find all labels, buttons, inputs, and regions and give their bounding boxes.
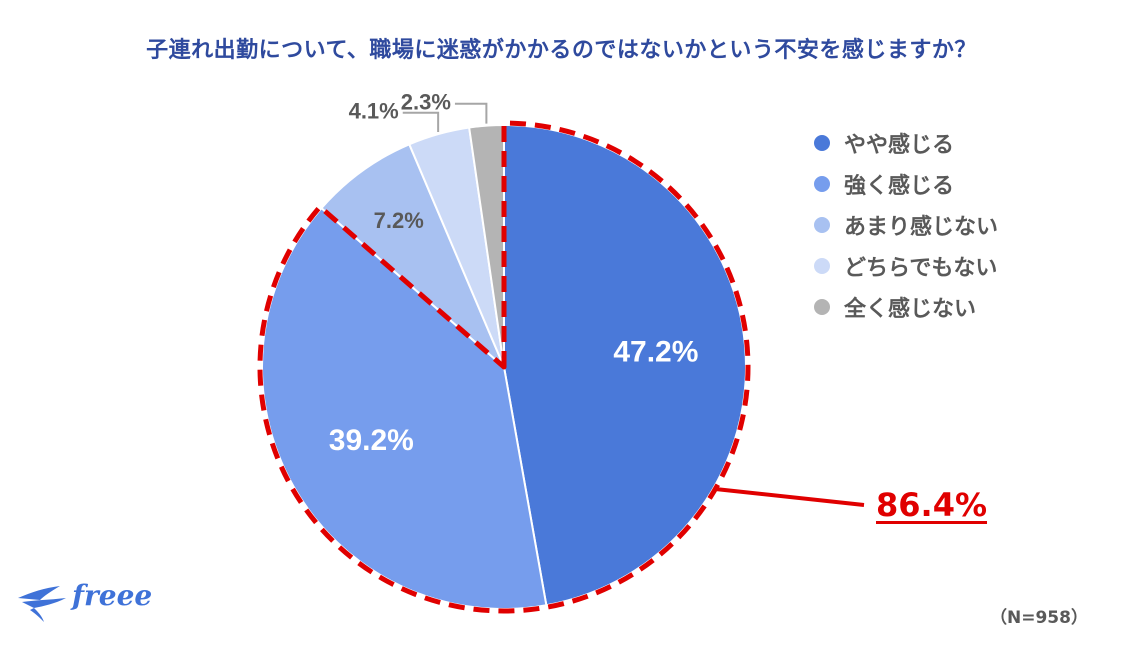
chart-title: 子連れ出勤について、職場に迷惑がかかるのではないかという不安を感じますか？: [146, 38, 977, 63]
brand-text: freee: [72, 579, 153, 612]
slice-label: 7.2%: [374, 208, 424, 233]
legend-swatch: [814, 298, 830, 315]
legend-swatch: [814, 257, 830, 274]
legend-label: やや感じる: [844, 132, 955, 158]
freee-logo: freee: [14, 576, 152, 626]
slice-label: 4.1%: [349, 99, 399, 124]
legend-item: やや感じる: [814, 122, 998, 163]
legend-label: 強く感じる: [844, 173, 955, 199]
legend-label: どちらでもない: [844, 255, 998, 281]
pie-slice: [468, 123, 505, 368]
leader-line: [454, 102, 488, 124]
highlight-total-label: 86.4%: [876, 486, 988, 524]
pie-slice: [320, 142, 505, 368]
legend: やや感じる 強く感じる あまり感じない どちらでもない 全く感じない: [814, 122, 998, 327]
sample-size-note: （N=958）: [990, 608, 1088, 628]
legend-label: 全く感じない: [844, 296, 977, 322]
legend-swatch: [814, 216, 830, 233]
slice-label: 47.2%: [613, 336, 698, 369]
slice-label: 39.2%: [329, 424, 414, 457]
highlight-callout-line: [715, 487, 865, 507]
legend-swatch: [814, 175, 830, 192]
leader-line: [402, 111, 440, 133]
highlight-outline: [257, 120, 751, 614]
legend-swatch: [814, 134, 830, 151]
legend-label: あまり感じない: [844, 214, 999, 240]
legend-item: あまり感じない: [814, 204, 998, 245]
legend-item: 全く感じない: [814, 286, 998, 327]
slice-label: 2.3%: [401, 90, 451, 115]
bird-icon: [18, 586, 66, 622]
legend-item: どちらでもない: [814, 245, 998, 286]
legend-item: 強く感じる: [814, 163, 998, 204]
